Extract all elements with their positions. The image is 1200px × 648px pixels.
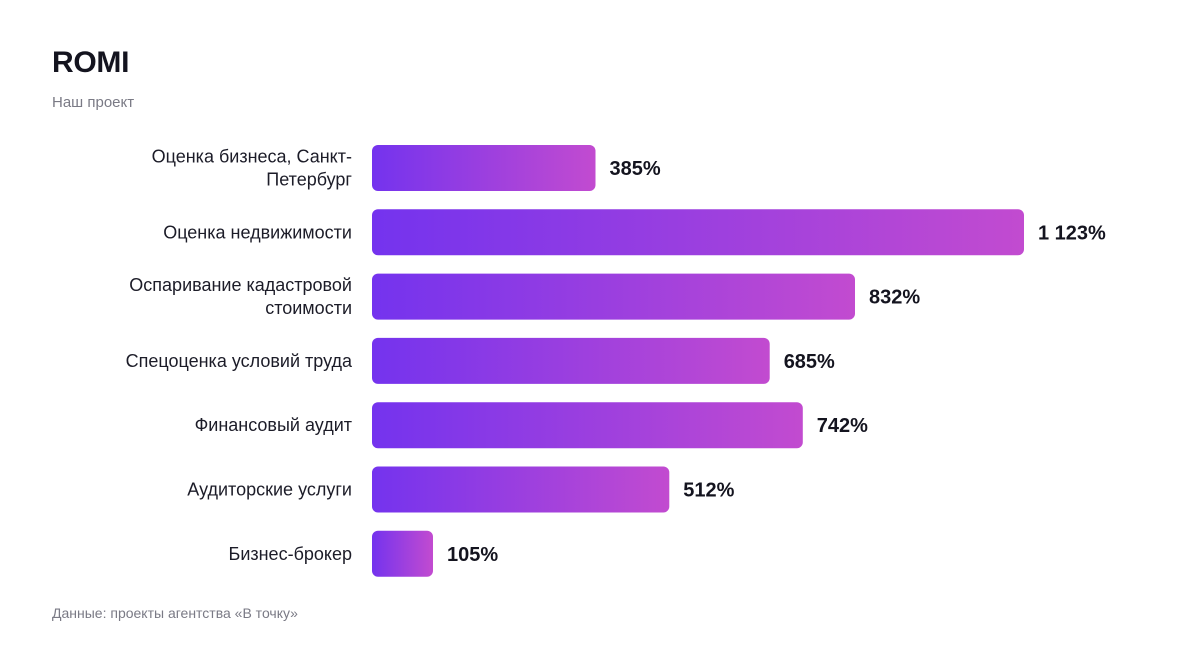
bar-6: [372, 530, 433, 577]
value-label-3: 685%: [784, 351, 835, 373]
value-label-0: 385%: [610, 158, 661, 180]
category-label-4: Финансовый аудит: [195, 415, 352, 435]
chart-subtitle: Наш проект: [52, 94, 135, 111]
bar-3: [372, 337, 770, 384]
value-label-2: 832%: [869, 287, 920, 309]
value-label-5: 512%: [683, 480, 734, 502]
category-label-5: Аудиторские услуги: [187, 480, 352, 500]
chart-title: ROMI: [52, 46, 130, 79]
value-label-6: 105%: [447, 544, 498, 566]
data-source-note: Данные: проекты агентства «В точку»: [52, 605, 298, 621]
bars-layer: 385% Оценка бизнеса, Санкт-Петербург 1 123…: [126, 145, 1106, 577]
category-label-3: Спецоценка условий труда: [126, 351, 353, 371]
bar-5: [372, 466, 670, 513]
bar-1: [372, 209, 1024, 256]
category-label-6: Бизнес-брокер: [229, 544, 353, 564]
bar-0: [372, 145, 596, 191]
category-label-1: Оценка недвижимости: [163, 222, 352, 242]
value-label-1: 1 123%: [1038, 222, 1106, 244]
category-label-0: Оценка бизнеса, Санкт-Петербург: [152, 147, 353, 190]
bar-2: [372, 273, 855, 320]
category-label-2: Оспаривание кадастровой стоимости: [129, 275, 352, 318]
bar-4: [372, 402, 803, 449]
value-label-4: 742%: [817, 415, 868, 437]
